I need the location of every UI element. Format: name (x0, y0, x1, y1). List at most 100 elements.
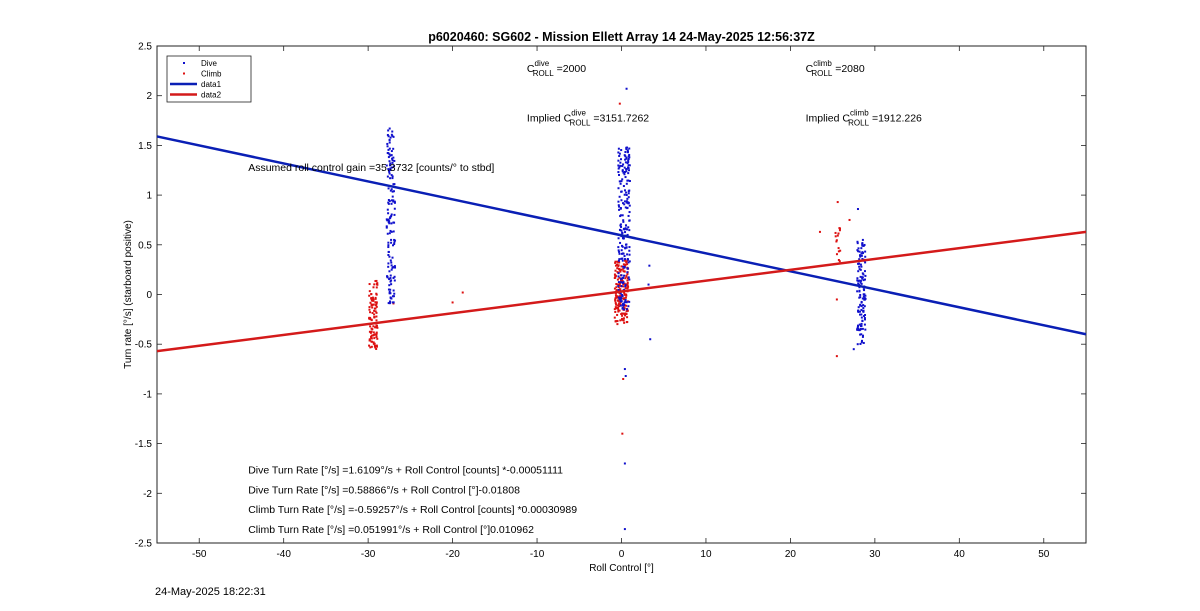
climb-point (622, 285, 625, 288)
dive-point (617, 272, 620, 275)
dive-point (391, 161, 394, 164)
dive-point (387, 241, 390, 244)
climb-point (615, 307, 618, 310)
dive-point (393, 275, 396, 278)
climb-point (616, 267, 619, 270)
annotation-8: Climb Turn Rate [°/s] =0.051991°/s + Rol… (248, 524, 534, 536)
dive-point (388, 300, 391, 303)
climb-point (835, 239, 838, 242)
dive-point (620, 199, 623, 202)
climb-point (615, 295, 618, 298)
climb-point (625, 310, 628, 313)
dive-point (624, 231, 627, 234)
dive-point (388, 139, 391, 142)
climb-point (622, 317, 625, 320)
dive-point (622, 163, 625, 166)
climb-point (616, 271, 619, 274)
dive-point (618, 166, 621, 169)
dive-point (860, 333, 863, 336)
dive-point (387, 288, 390, 291)
dive-point (861, 276, 864, 279)
dive-point (393, 213, 396, 216)
dive-point (619, 164, 622, 167)
dive-point (627, 159, 630, 162)
y-tick-label: -1.5 (135, 439, 153, 450)
dive-point (392, 230, 395, 233)
data1-line (156, 135, 1087, 336)
dive-point (625, 246, 628, 249)
climb-point (620, 268, 623, 271)
dive-point (392, 244, 395, 247)
climb-point (818, 230, 821, 233)
dive-point (390, 133, 393, 136)
dive-point (617, 259, 620, 262)
climb-point (615, 283, 618, 286)
dive-point (390, 202, 393, 205)
climb-point (626, 281, 629, 284)
climb-point (369, 331, 372, 334)
dive-point (390, 283, 393, 286)
x-tick-label: 50 (1038, 549, 1050, 560)
dive-point (628, 219, 631, 222)
dive-point (857, 279, 860, 282)
climb-point (368, 338, 371, 341)
climb-point (375, 301, 378, 304)
climb-point (624, 259, 627, 262)
dive-point (390, 166, 393, 169)
dive-point (625, 168, 628, 171)
dive-point (387, 202, 390, 205)
dive-point (619, 207, 622, 210)
dive-point (623, 154, 626, 157)
dive-point (859, 275, 862, 278)
dive-point (628, 153, 631, 156)
dive-point (626, 267, 629, 270)
climb-point (370, 330, 373, 333)
dive-point (628, 164, 631, 167)
dive-point (392, 200, 395, 203)
dive-point (856, 277, 859, 280)
dive-point (626, 197, 629, 200)
climb-point (375, 332, 378, 335)
dive-point (627, 214, 630, 217)
climb-point (617, 309, 620, 312)
dive-point (385, 225, 388, 228)
dive-point (621, 170, 624, 173)
climb-point (625, 274, 628, 277)
dive-point (856, 326, 859, 329)
climb-point (372, 331, 375, 334)
dive-point (624, 375, 627, 378)
dive-point (390, 222, 393, 225)
dive-point (622, 171, 625, 174)
climb-point (614, 297, 617, 300)
dive-point (857, 328, 860, 331)
climb-point (624, 314, 627, 317)
dive-point (390, 213, 393, 216)
climb-point (618, 283, 621, 286)
climb-point (375, 303, 378, 306)
dive-point (389, 162, 392, 165)
climb-point (373, 309, 376, 312)
climb-point (372, 303, 375, 306)
climb-point (373, 337, 376, 340)
dive-point (387, 156, 390, 159)
dive-point (617, 288, 620, 291)
dive-point (623, 171, 626, 174)
dive-point (620, 285, 623, 288)
climb-point (368, 308, 371, 311)
y-tick-label: 2 (146, 91, 152, 102)
dive-point (628, 260, 631, 263)
dive-point (388, 172, 391, 175)
dive-point (860, 313, 863, 316)
climb-point (370, 340, 373, 343)
dive-point (623, 368, 626, 371)
climb-point (369, 325, 372, 328)
dive-point (859, 263, 862, 266)
dive-point (858, 296, 861, 299)
dive-point (617, 159, 620, 162)
dive-point (626, 162, 629, 165)
y-tick-label: -2.5 (135, 539, 153, 550)
dive-point (625, 170, 628, 173)
dive-point (857, 247, 860, 250)
climb-point (368, 330, 371, 333)
